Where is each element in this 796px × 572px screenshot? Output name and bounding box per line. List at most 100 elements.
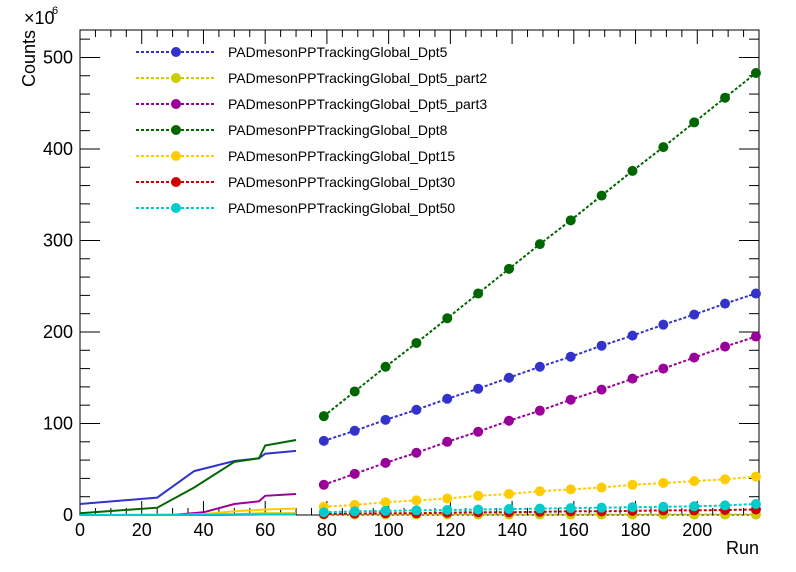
legend-marker — [171, 73, 181, 83]
y-multiplier-label: ×10 — [24, 8, 55, 28]
data-point — [318, 507, 329, 518]
data-point — [627, 479, 638, 490]
data-point — [596, 502, 607, 513]
legend-marker — [171, 99, 181, 109]
series-line-solid — [80, 513, 296, 516]
data-point — [380, 457, 391, 468]
legend-marker — [171, 151, 181, 161]
data-point — [565, 503, 576, 514]
data-point — [318, 435, 329, 446]
data-point — [504, 415, 515, 426]
series-line-solid — [79, 439, 297, 515]
legend-label: PADmesonPPTrackingGlobal_Dpt50 — [228, 200, 455, 216]
x-tick-label: 200 — [682, 520, 712, 540]
data-point — [565, 484, 576, 495]
data-point — [473, 288, 484, 299]
data-point — [534, 486, 545, 497]
data-point — [411, 505, 422, 516]
y-tick-label: 300 — [43, 230, 73, 250]
data-point — [627, 330, 638, 341]
x-tick-label: 20 — [132, 520, 152, 540]
legend-label: PADmesonPPTrackingGlobal_Dpt15 — [228, 148, 455, 164]
data-point — [720, 500, 731, 511]
data-point — [750, 499, 761, 510]
data-point — [658, 319, 669, 330]
data-point — [689, 352, 700, 363]
data-point — [411, 404, 422, 415]
y-tick-label: 100 — [43, 413, 73, 433]
axes: 0 20 40 60 80 100 120 140 160 180 200 0 100 200 300 400… — [43, 30, 760, 540]
x-axis-label: Run — [726, 538, 759, 558]
data-point — [658, 477, 669, 488]
data-point — [565, 351, 576, 362]
data-point — [689, 501, 700, 512]
series-line-dashed — [323, 292, 757, 442]
data-point — [750, 331, 761, 342]
data-point — [596, 384, 607, 395]
data-point — [720, 92, 731, 103]
y-tick-label: 400 — [43, 139, 73, 159]
legend-label: PADmesonPPTrackingGlobal_Dpt8 — [228, 122, 448, 138]
data-point — [565, 394, 576, 405]
data-point — [534, 361, 545, 372]
legend-label: PADmesonPPTrackingGlobal_Dpt5_part3 — [228, 96, 487, 112]
data-point — [504, 263, 515, 274]
y-axis-label: Counts — [19, 30, 39, 87]
data-point — [318, 411, 329, 422]
data-point — [596, 482, 607, 493]
data-point — [349, 425, 360, 436]
data-point — [411, 447, 422, 458]
data-point — [720, 298, 731, 309]
y-multiplier-exponent: 6 — [52, 5, 58, 17]
data-point — [349, 386, 360, 397]
x-tick-label: 100 — [374, 520, 404, 540]
data-point — [658, 363, 669, 374]
x-tick-label: 180 — [621, 520, 651, 540]
data-point — [442, 493, 453, 504]
data-point — [504, 372, 515, 383]
data-point — [658, 142, 669, 153]
legend-marker — [171, 203, 181, 213]
data-point — [627, 165, 638, 176]
data-point — [380, 505, 391, 516]
data-point — [534, 239, 545, 250]
x-tick-label: 80 — [317, 520, 337, 540]
data-point — [442, 436, 453, 447]
data-point — [534, 503, 545, 514]
data-point — [750, 471, 761, 482]
data-point — [720, 474, 731, 485]
data-point — [473, 504, 484, 515]
data-point — [504, 488, 515, 499]
data-point — [380, 361, 391, 372]
data-point — [442, 504, 453, 515]
x-tick-label: 40 — [193, 520, 213, 540]
data-point — [750, 68, 761, 79]
series-line-dashed — [323, 335, 757, 486]
data-point — [318, 479, 329, 490]
data-point — [504, 504, 515, 515]
data-point — [689, 476, 700, 487]
data-point — [565, 215, 576, 226]
y-tick-label: 500 — [43, 47, 73, 67]
data-point — [473, 383, 484, 394]
data-point — [380, 414, 391, 425]
data-point — [411, 495, 422, 506]
x-tick-label: 160 — [559, 520, 589, 540]
legend-label: PADmesonPPTrackingGlobal_Dpt5_part2 — [228, 70, 487, 86]
data-point — [689, 117, 700, 128]
data-point — [349, 468, 360, 479]
data-point — [720, 341, 731, 352]
legend-marker — [171, 125, 181, 135]
data-point — [473, 426, 484, 437]
data-point — [349, 506, 360, 517]
x-tick-label: 0 — [75, 520, 85, 540]
x-tick-label: 140 — [497, 520, 527, 540]
data-point — [627, 502, 638, 513]
data-point — [658, 501, 669, 512]
legend-label: PADmesonPPTrackingGlobal_Dpt30 — [228, 174, 455, 190]
data-point — [442, 313, 453, 324]
y-tick-label: 200 — [43, 322, 73, 342]
data-point — [689, 309, 700, 320]
series-markers — [318, 68, 761, 520]
